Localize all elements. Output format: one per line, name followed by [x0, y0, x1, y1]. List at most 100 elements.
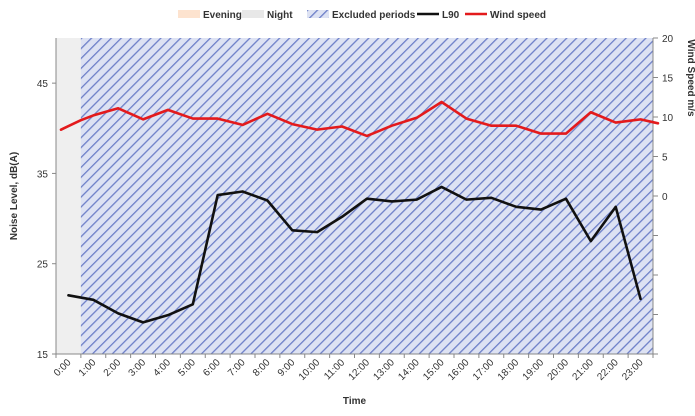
- x-tick-label: 23:00: [620, 357, 646, 383]
- x-tick-label: 11:00: [322, 357, 347, 382]
- wind-speed-point: [565, 132, 567, 135]
- legend-label-excluded-periods: Excluded periods: [332, 10, 416, 21]
- wind-speed-point: [266, 112, 269, 115]
- l90-point: [142, 321, 144, 324]
- l90-point: [490, 196, 493, 199]
- wind-speed-point: [316, 128, 319, 131]
- l90-point: [167, 314, 169, 317]
- wind-speed-point: [540, 132, 542, 135]
- y-tick-label: 25: [37, 260, 49, 271]
- x-tick-label: 10:00: [297, 357, 323, 383]
- l90-point: [415, 198, 418, 201]
- wind-speed-point: [614, 121, 617, 124]
- x-tick-label: 22:00: [595, 357, 621, 383]
- wind-speed-point: [167, 108, 169, 111]
- wind-speed-point: [341, 125, 343, 128]
- wind-speed-point: [415, 116, 418, 119]
- l90-point: [465, 198, 468, 201]
- l90-point: [390, 200, 393, 203]
- l90-point: [565, 197, 567, 200]
- l90-point: [639, 298, 642, 300]
- wind-speed-point: [465, 117, 468, 120]
- x-tick-label: 7:00: [226, 357, 248, 379]
- x-tick-label: 19:00: [521, 357, 547, 383]
- x-tick-label: 21:00: [570, 357, 596, 383]
- wind-speed-point: [117, 107, 120, 110]
- y2-tick-label: 10: [662, 113, 674, 124]
- x-tick-label: 17:00: [471, 357, 497, 383]
- x-tick-label: 18:00: [496, 357, 522, 383]
- legend-swatch-excluded-periods: [307, 10, 329, 18]
- wind-speed-point: [60, 128, 62, 131]
- wind-speed-point: [390, 124, 393, 127]
- x-axis-title: Time: [343, 396, 367, 407]
- wind-speed-point: [440, 101, 443, 103]
- excluded-period-hatch: [80, 38, 653, 354]
- wind-speed-point: [216, 117, 219, 120]
- l90-point: [341, 215, 343, 218]
- y2-axis-title: Wind Speed m/s: [685, 39, 695, 117]
- wind-speed-point: [142, 118, 144, 121]
- l90-point: [540, 208, 542, 211]
- wind-speed-point: [79, 119, 82, 122]
- l90-point: [67, 294, 70, 297]
- x-tick-label: 14:00: [396, 357, 422, 383]
- wind-speed-point: [589, 111, 592, 114]
- legend-label-night: Night: [267, 10, 293, 21]
- l90-point: [92, 298, 95, 301]
- l90-point: [117, 312, 120, 315]
- legend: Evening Night Excluded periods L90 Wind spee…: [178, 10, 546, 21]
- x-tick-label: 9:00: [276, 357, 298, 379]
- x-tick-label: 15:00: [421, 357, 447, 383]
- legend-label-l90: L90: [442, 10, 460, 21]
- y-tick-label: 15: [37, 350, 49, 361]
- l90-point: [589, 240, 592, 243]
- x-tick-label: 16:00: [446, 357, 472, 383]
- x-tick-label: 0:00: [52, 357, 74, 379]
- legend-swatch-night: [242, 10, 264, 18]
- wind-speed-point: [191, 117, 194, 120]
- legend-label-wind-speed: Wind speed: [490, 10, 546, 21]
- y2-tick-label: 5: [662, 153, 668, 164]
- wind-speed-point: [291, 123, 294, 126]
- x-tick-label: 3:00: [127, 357, 149, 379]
- l90-point: [266, 199, 269, 202]
- x-tick-label: 4:00: [152, 357, 174, 379]
- x-tick-label: 2:00: [102, 357, 124, 379]
- wind-speed-point: [241, 124, 244, 126]
- wind-speed-point: [366, 135, 368, 137]
- wind-speed-point: [92, 114, 95, 117]
- y2-tick-label: 15: [662, 74, 674, 85]
- excluded-periods-band: [80, 38, 653, 354]
- x-tick-label: 8:00: [251, 357, 273, 379]
- l90-point: [241, 190, 244, 193]
- y2-tick-label: 0: [662, 192, 668, 203]
- l90-point: [291, 229, 294, 232]
- x-tick-label: 1:00: [77, 357, 99, 379]
- l90-point: [614, 205, 617, 208]
- l90-point: [515, 205, 518, 208]
- legend-label-evening: Evening: [203, 10, 242, 21]
- y-tick-label: 35: [37, 169, 49, 180]
- x-tick-label: 6:00: [201, 357, 223, 379]
- wind-speed-point: [490, 124, 493, 127]
- x-tick-label: 12:00: [347, 357, 373, 383]
- l90-point: [316, 231, 319, 234]
- wind-speed-point: [639, 118, 642, 121]
- series-lines: [59, 100, 660, 324]
- wind-speed-line: [59, 100, 660, 138]
- wind-speed-point: [657, 122, 659, 125]
- l90-point: [366, 197, 368, 200]
- x-tick-label: 13:00: [371, 357, 397, 383]
- axis-titles: Time Noise Level, dB(A) Wind Speed m/s: [9, 39, 695, 407]
- l90-point: [191, 303, 194, 306]
- x-tick-label: 5:00: [176, 357, 198, 379]
- y-axis-title: Noise Level, dB(A): [9, 152, 20, 240]
- y-tick-label: 45: [37, 79, 49, 90]
- wind-speed-point: [515, 124, 518, 127]
- x-tick-label: 20:00: [546, 357, 572, 383]
- l90-line: [67, 185, 642, 324]
- y2-tick-label: 20: [662, 34, 674, 45]
